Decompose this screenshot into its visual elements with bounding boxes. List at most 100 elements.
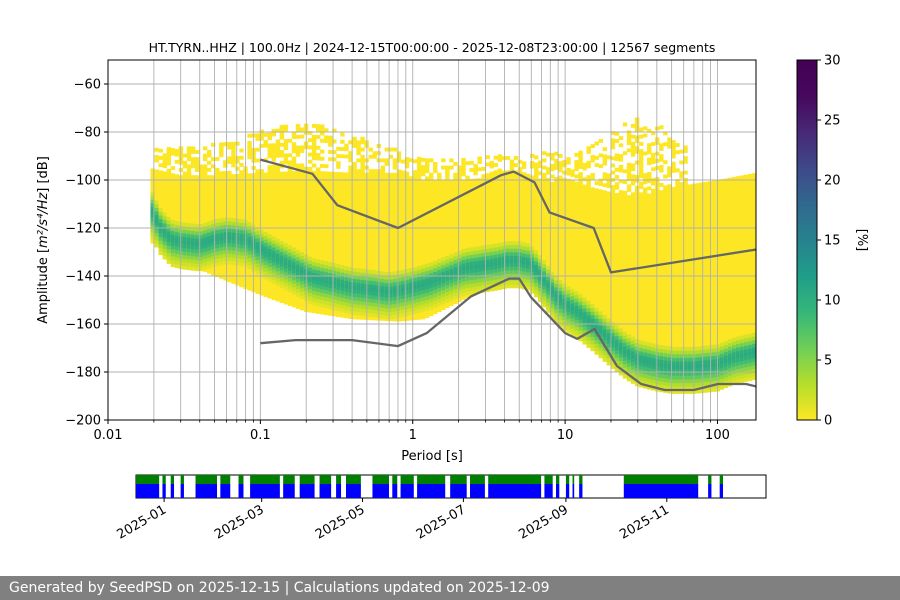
pdf-cell [671,350,676,355]
pdf-cell [412,310,418,315]
pdf-cell [529,246,535,251]
timeline-used-segment [623,475,699,484]
pdf-cell [630,340,636,345]
pdf-cell [538,280,543,285]
pdf-cell [473,254,478,258]
pdf-low-density-band [663,189,668,377]
pdf-cell [598,354,603,359]
pdf-cell [174,228,180,233]
grid [108,60,756,420]
pdf-cell [441,286,446,291]
pdf-sparse-cell [380,165,386,170]
pdf-cell [618,357,624,362]
pdf-sparse-cell [578,175,583,180]
pdf-sparse-cell [578,161,583,166]
pdf-cell [465,266,470,270]
pdf-cell [255,238,260,243]
pdf-cell [186,226,192,231]
pdf-cell [344,287,349,292]
pdf-low-density-band [538,178,543,299]
pdf-cell [247,222,252,226]
pdf-cell [638,343,644,348]
pdf-cell [521,281,527,286]
pdf-cell [521,278,527,283]
pdf-cell [566,300,571,305]
pdf-cell [186,237,192,242]
pdf-sparse-cell [659,146,664,151]
pdf-sparse-cell [279,135,285,140]
pdf-sparse-cell [223,163,228,168]
pdf-low-density-band [328,171,333,316]
pdf-cell [344,266,349,271]
pdf-column [525,173,531,291]
pdf-sparse-cell [586,160,591,165]
pdf-sparse-cell [610,156,616,161]
pdf-sparse-cell [170,151,176,156]
timeline-used-segment [572,475,575,484]
pdf-cell [695,364,700,369]
pdf-cell [239,244,244,249]
colorbar [796,59,818,421]
x-tick-label: 1 [409,428,417,443]
timeline-used-segment [556,475,560,484]
pdf-cell [392,296,398,301]
pdf-cell [582,304,587,309]
pdf-cell [348,281,353,286]
pdf-sparse-cell [336,154,341,158]
pdf-cell [538,273,543,278]
pdf-sparse-cell [655,158,660,163]
pdf-column [626,130,632,382]
pdf-cell [542,260,547,265]
pdf-cell [501,270,507,275]
pdf-cell [521,267,527,272]
pdf-cell [501,259,507,264]
pdf-column [521,161,527,290]
pdf-cell [594,350,599,355]
pdf-cell [655,366,660,370]
pdf-low-density-band [283,171,289,305]
pdf-cell [348,267,353,272]
pdf-cell [315,262,321,267]
pdf-cell [384,297,390,302]
pdf-cell [651,379,656,384]
pdf-cell [642,384,648,389]
pdf-cell [429,287,434,292]
pdf-cell [449,282,454,287]
pdf-cell [550,271,555,276]
pdf-cell [723,384,729,389]
pdf-column [465,161,470,298]
pdf-sparse-cell [638,167,644,172]
pdf-cell [231,228,236,233]
pdf-sparse-cell [457,176,462,181]
pdf-low-density-band [699,182,704,377]
pdf-sparse-cell [602,183,608,188]
pdf-cell [590,311,595,316]
pdf-cell [291,247,297,252]
pdf-sparse-cell [271,157,277,162]
pdf-cell [489,262,495,267]
pdf-cell [751,354,756,359]
pdf-cell [392,310,398,315]
pdf-sparse-cell [638,149,644,154]
pdf-cell [437,266,442,271]
pdf-cell [166,234,172,239]
pdf-sparse-cell [667,137,672,142]
pdf-sparse-cell [307,138,313,143]
pdf-cell [529,249,535,254]
pdf-cell [279,248,285,253]
pdf-sparse-cell [626,187,632,192]
pdf-sparse-cell [614,131,620,136]
pdf-column [634,117,640,387]
pdf-sparse-cell [295,124,301,128]
pdf-column [602,147,608,362]
pdf-cell [271,272,277,277]
pdf-sparse-cell [445,172,450,177]
pdf-cell [299,287,305,292]
pdf-cell [433,264,438,269]
pdf-cell [291,251,297,255]
pdf-cell [667,350,672,354]
pdf-cell [566,304,571,309]
pdf-cell [186,241,192,245]
pdf-sparse-cell [533,162,539,167]
